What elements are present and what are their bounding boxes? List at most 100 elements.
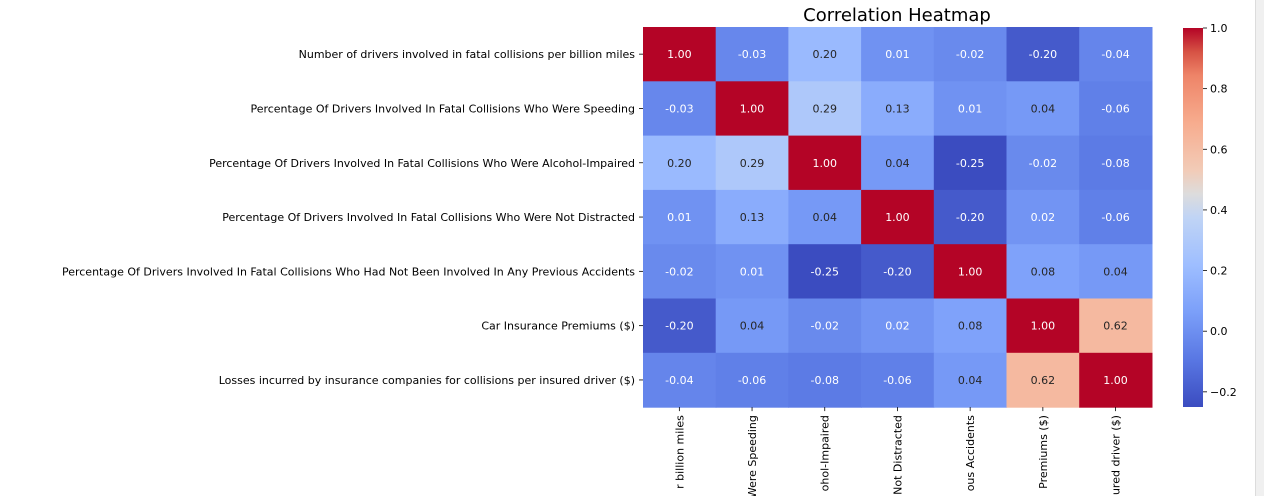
row-label-5: Car Insurance Premiums ($) <box>481 320 635 333</box>
heatmap-cell-3-3 <box>861 189 935 245</box>
cell-value-1-2: 0.29 <box>813 102 838 115</box>
col-label-1: Were Speeding <box>746 415 759 496</box>
cell-value-6-3: -0.06 <box>883 374 911 387</box>
colorbar-tick-label-3: 0.4 <box>1210 204 1228 217</box>
cell-value-1-3: 0.13 <box>885 102 910 115</box>
heatmap-cell-1-0 <box>643 81 717 137</box>
heatmap-cell-1-1 <box>715 81 789 137</box>
heatmap-cell-6-3 <box>861 352 935 408</box>
cell-value-2-6: -0.08 <box>1101 157 1129 170</box>
heatmap-cell-6-1 <box>715 352 789 408</box>
colorbar-tick-label-2: 0.2 <box>1210 265 1228 278</box>
cell-value-3-2: 0.04 <box>813 211 838 224</box>
cell-value-4-0: -0.02 <box>665 265 693 278</box>
colorbar-tick-label-5: 0.8 <box>1210 83 1228 96</box>
cell-value-2-5: -0.02 <box>1029 157 1057 170</box>
cell-value-4-2: -0.25 <box>811 265 839 278</box>
heatmap-cell-2-1 <box>715 135 789 191</box>
cell-value-1-1: 1.00 <box>740 102 765 115</box>
heatmap-cell-1-5 <box>1006 81 1080 137</box>
heatmap-cell-2-2 <box>788 135 862 191</box>
col-label-6: ured driver ($) <box>1110 415 1123 495</box>
cell-value-5-4: 0.08 <box>958 320 983 333</box>
cell-value-6-1: -0.06 <box>738 374 766 387</box>
cell-value-4-3: -0.20 <box>883 265 911 278</box>
cell-value-0-2: 0.20 <box>813 48 838 61</box>
row-labels: Number of drivers involved in fatal coll… <box>62 48 643 387</box>
row-label-0: Number of drivers involved in fatal coll… <box>299 48 636 61</box>
heatmap-cell-5-5 <box>1006 298 1080 354</box>
heatmap-cell-0-1 <box>715 27 789 82</box>
cell-value-0-1: -0.03 <box>738 48 766 61</box>
col-label-2: ohol-Impaired <box>819 415 832 491</box>
cell-value-2-4: -0.25 <box>956 157 984 170</box>
row-label-3: Percentage Of Drivers Involved In Fatal … <box>222 211 635 224</box>
cell-value-5-3: 0.02 <box>885 320 910 333</box>
heatmap-cell-2-6 <box>1079 135 1153 191</box>
heatmap-cell-1-3 <box>861 81 935 137</box>
cell-value-2-2: 1.00 <box>813 157 838 170</box>
col-label-4: ous Accidents <box>964 415 977 491</box>
cell-value-0-0: 1.00 <box>667 48 692 61</box>
cell-value-6-0: -0.04 <box>665 374 693 387</box>
chart-title: Correlation Heatmap <box>803 5 991 26</box>
cell-value-1-6: -0.06 <box>1101 102 1129 115</box>
cell-value-5-1: 0.04 <box>740 320 765 333</box>
page-scrollbar[interactable] <box>1255 0 1264 496</box>
heatmap-cells: 1.00 -0.03 0.20 0.01 -0.02 -0.20 -0.04 -0.03 1.0… <box>643 27 1153 408</box>
heatmap-cell-2-4 <box>933 135 1008 191</box>
column-labels: r billion miles Were Speeding ohol-Impaire… <box>673 407 1123 496</box>
heatmap-cell-5-6 <box>1079 298 1153 354</box>
cell-value-4-5: 0.08 <box>1031 265 1056 278</box>
cell-value-6-2: -0.08 <box>811 374 839 387</box>
heatmap-cell-3-4 <box>933 189 1008 245</box>
cell-value-4-6: 0.04 <box>1103 265 1128 278</box>
cell-value-5-5: 1.00 <box>1031 320 1056 333</box>
colorbar <box>1183 28 1203 407</box>
cell-value-5-2: -0.02 <box>811 320 839 333</box>
row-label-4: Percentage Of Drivers Involved In Fatal … <box>62 265 635 278</box>
heatmap-cell-6-2 <box>788 352 862 408</box>
heatmap-cell-0-3 <box>861 27 935 82</box>
heatmap-cell-1-4 <box>933 81 1008 137</box>
cell-value-6-5: 0.62 <box>1031 374 1056 387</box>
heatmap-cell-0-4 <box>933 27 1008 82</box>
cell-value-3-5: 0.02 <box>1031 211 1056 224</box>
heatmap-cell-2-3 <box>861 135 935 191</box>
col-label-3: Not Distracted <box>891 415 904 495</box>
heatmap-cell-4-0 <box>643 244 717 300</box>
cell-value-0-4: -0.02 <box>956 48 984 61</box>
row-label-1: Percentage Of Drivers Involved In Fatal … <box>250 102 635 115</box>
heatmap-cell-4-1 <box>715 244 789 300</box>
cell-value-3-1: 0.13 <box>740 211 765 224</box>
heatmap-cell-6-6 <box>1079 352 1153 408</box>
cell-value-4-4: 1.00 <box>958 265 983 278</box>
heatmap-cell-3-6 <box>1079 189 1153 245</box>
colorbar-ticks: −0.2 0.0 0.2 0.4 0.6 0.8 1.0 <box>1203 22 1237 399</box>
cell-value-4-1: 0.01 <box>740 265 765 278</box>
cell-value-3-3: 1.00 <box>885 211 910 224</box>
heatmap-cell-0-2 <box>788 27 862 82</box>
heatmap-cell-4-5 <box>1006 244 1080 300</box>
col-label-0: r billion miles <box>673 415 686 489</box>
row-label-2: Percentage Of Drivers Involved In Fatal … <box>209 157 635 170</box>
heatmap-cell-5-3 <box>861 298 935 354</box>
heatmap-cell-5-1 <box>715 298 789 354</box>
heatmap-cell-3-1 <box>715 189 789 245</box>
heatmap-cell-3-2 <box>788 189 862 245</box>
cell-value-0-5: -0.20 <box>1029 48 1057 61</box>
colorbar-tick-label-6: 1.0 <box>1210 22 1228 35</box>
heatmap-cell-5-0 <box>643 298 717 354</box>
cell-value-1-5: 0.04 <box>1031 102 1056 115</box>
row-label-6: Losses incurred by insurance companies f… <box>219 374 635 387</box>
cell-value-6-6: 1.00 <box>1103 374 1128 387</box>
heatmap-cell-1-2 <box>788 81 862 137</box>
cell-value-1-4: 0.01 <box>958 102 983 115</box>
cell-value-5-0: -0.20 <box>665 320 693 333</box>
heatmap-cell-1-6 <box>1079 81 1153 137</box>
cell-value-3-4: -0.20 <box>956 211 984 224</box>
heatmap-cell-6-4 <box>933 352 1008 408</box>
heatmap-cell-5-4 <box>933 298 1008 354</box>
cell-value-3-0: 0.01 <box>667 211 692 224</box>
